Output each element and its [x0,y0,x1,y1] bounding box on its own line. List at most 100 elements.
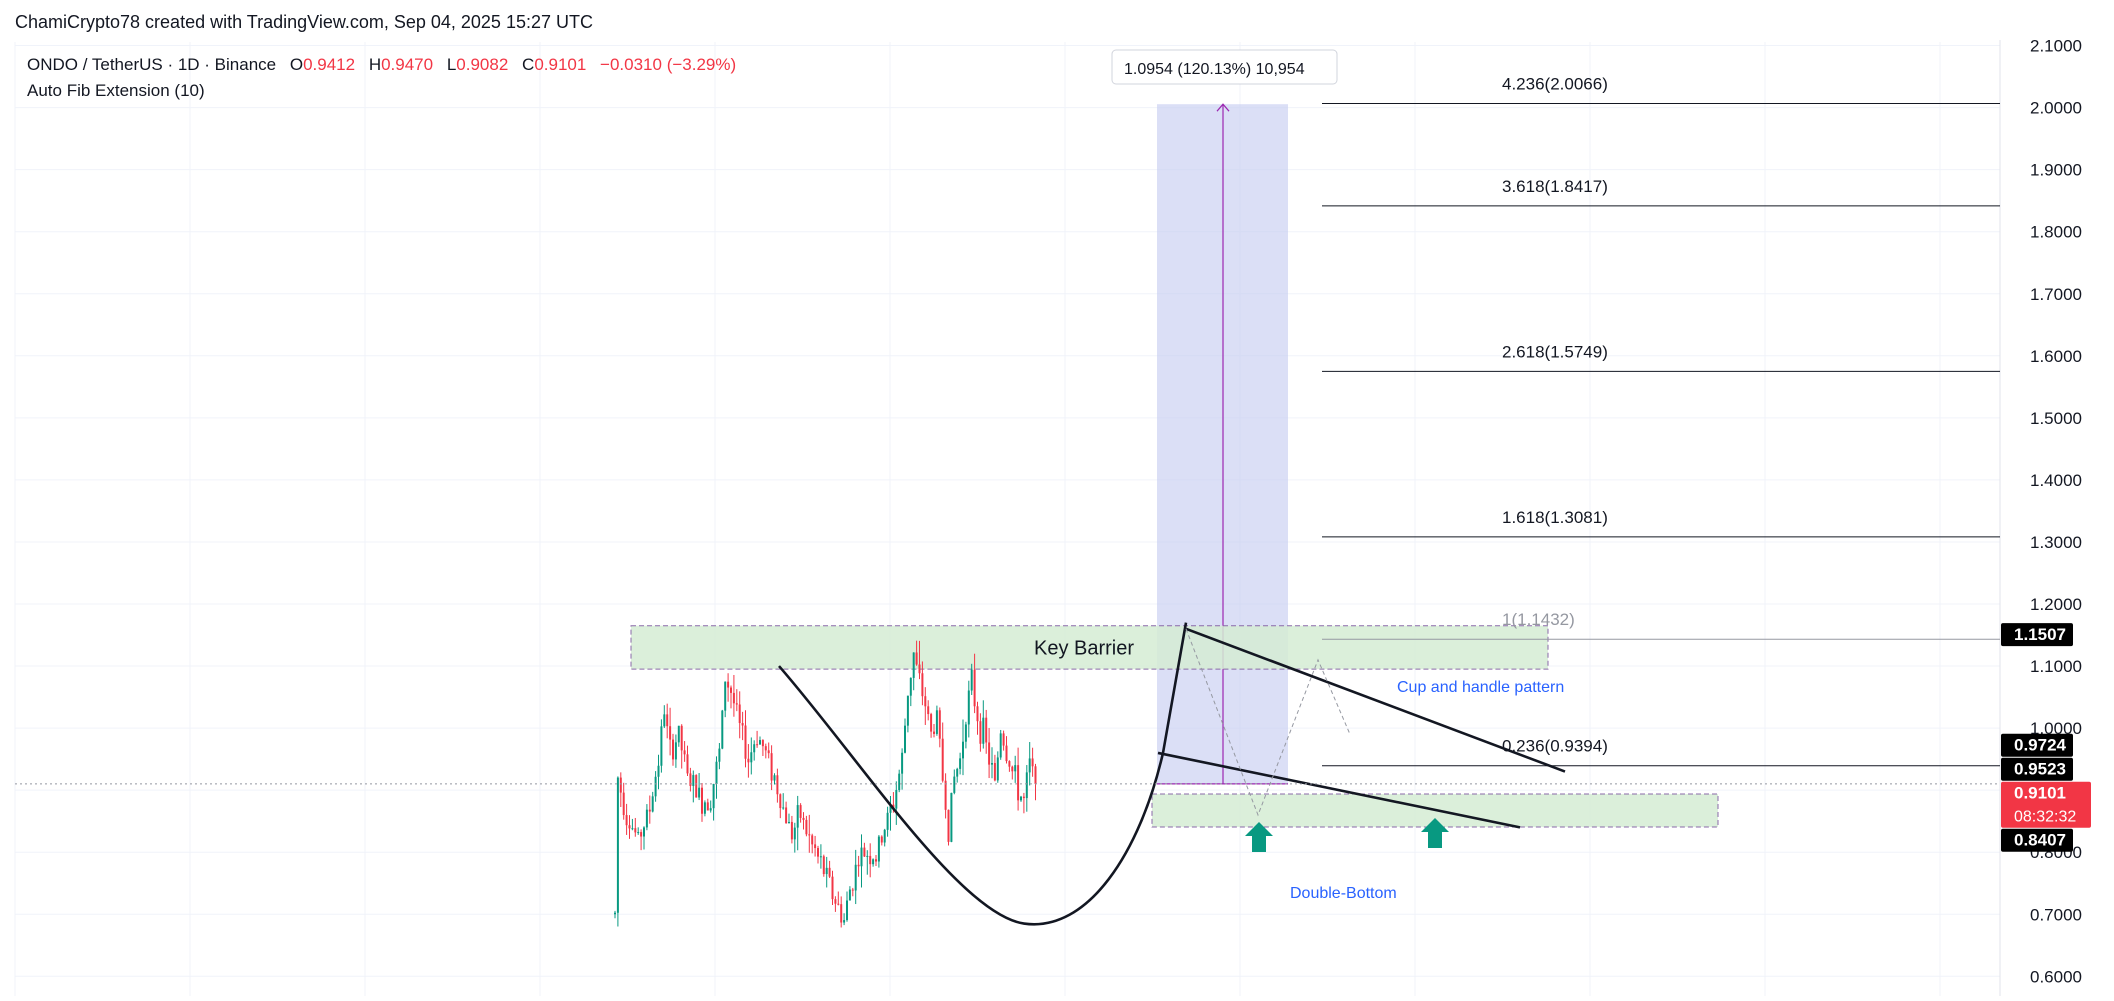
candle-body [1022,796,1025,799]
fib-level-label: 1(1.1432) [1502,610,1575,629]
candle-body [1034,766,1037,784]
candle-body [657,765,660,777]
double-bottom-label: Double-Bottom [1290,885,1397,902]
price-range-arrowhead [1216,103,1230,112]
price-axis-labels: 1.1507 0.9724 0.9523 0.9101 08:32:32 0.8407 [2001,623,2091,852]
price-label-box [2001,828,2073,852]
candle-body [724,681,727,711]
fib-level-label: 3.618(1.8417) [1502,177,1608,196]
candle-body [979,721,982,744]
price-tick-label: 1.7000 [2030,285,2082,304]
legend-line: ONDO / TetherUS · 1D · Binance O0.9412 H… [27,55,736,74]
price-label-text: 0.8407 [2014,831,2066,850]
candle-body [947,809,950,842]
candle-body [880,836,883,843]
legend-l-label: L [447,55,456,74]
candle-body [985,717,988,743]
legend-o-value: 0.9412 [303,55,355,74]
candle-body [883,829,886,843]
price-axis[interactable]: 2.1000 2.0000 1.9000 1.8000 1.7000 1.6000 1.50… [2030,37,2082,987]
fib-level-label: 1.618(1.3081) [1502,508,1608,527]
candle-body [851,889,854,891]
price-tick-label: 1.3000 [2030,533,2082,552]
price-tick-label: 1.0000 [2030,719,2082,738]
candle-body [709,808,712,811]
candle-body [616,777,619,913]
candle-body [834,899,837,904]
candle-body [924,696,927,707]
candle-body [1025,772,1028,799]
cup-handle-label: Cup and handle pattern [1397,679,1564,696]
symbol-legend[interactable]: ONDO / TetherUS · 1D · Binance O0.9412 H… [27,55,736,100]
candle-body [692,775,695,786]
price-tick-label: 2.0000 [2030,99,2082,118]
candle-body [698,787,701,798]
candle-body [744,725,747,759]
price-tick-label: 1.8000 [2030,223,2082,242]
key-barrier-label: Key Barrier [1034,637,1134,659]
price-tick-label: 1.2000 [2030,595,2082,614]
legend-c-label: C [522,55,534,74]
candle-body [956,768,959,777]
handle-lower-trendline[interactable] [1157,751,1521,829]
candle-body [799,805,802,818]
candle-body [941,738,944,781]
fib-level-label: 4.236(2.0066) [1502,75,1608,94]
legend-o-label: O [290,55,303,74]
candle-body [770,753,773,781]
price-label-text: 0.9523 [2014,760,2066,779]
candle-body [964,724,967,742]
candle-body [680,725,683,751]
fib-extension-levels[interactable]: 4.236(2.0066) 3.618(1.8417) 2.618(1.5749) 1… [1322,75,2000,767]
candle-body [643,827,645,837]
candle-body [622,792,625,816]
candle-body [933,731,935,734]
candle-body [1020,796,1022,801]
candle-body [796,805,799,828]
handle-upper-trendline[interactable] [1185,627,1566,773]
price-tick-label: 0.7000 [2030,905,2082,924]
candle-body [779,794,782,809]
candle-body [695,775,698,798]
candle-body [674,742,677,760]
candle-body [648,809,651,812]
candle-body [875,859,877,862]
fib-level-label: 2.618(1.5749) [1502,342,1608,361]
price-label-text: 0.9724 [2014,736,2067,755]
candle-body [703,802,706,814]
candlestick-series [614,640,1037,928]
candle-body [735,703,738,705]
key-barrier-zone[interactable] [630,625,1549,670]
candle-body [872,859,875,865]
candle-body [1008,761,1011,767]
candle-body [962,741,964,759]
candle-body [819,856,822,858]
candle-body [999,733,1002,758]
candle-body [1005,745,1008,762]
candle-body [822,856,825,875]
legend-l-value: 0.9082 [456,55,508,74]
legend-c-value: 0.9101 [534,55,586,74]
candle-body [848,889,851,901]
candle-body [614,912,616,915]
candle-body [753,744,756,753]
cup-curve[interactable] [778,622,1188,926]
candle-body [837,903,840,905]
price-tick-label: 1.9000 [2030,161,2082,180]
measure-label: 1.0954 (120.13%) 10,954 [1124,61,1305,78]
double-bottom-arrow-left [1245,822,1273,852]
candle-body [672,739,674,760]
candle-body [863,847,866,857]
candle-body [715,761,718,784]
chart-area[interactable]: Key Barrier 4.236(2.0066) 3.618(1.8417) 2.… [0,37,2114,996]
candle-body [953,776,956,793]
price-label-box [2001,757,2073,781]
price-chart[interactable]: Key Barrier 4.236(2.0066) 3.618(1.8417) 2.… [0,37,2114,996]
candle-body [645,809,648,828]
candle-body [782,807,785,809]
price-label-text: 1.1507 [2014,625,2066,644]
candle-body [619,777,622,793]
fib-level-label: 0.236(0.9394) [1502,737,1608,756]
price-label-box [2001,781,2091,828]
candle-body [982,717,985,744]
